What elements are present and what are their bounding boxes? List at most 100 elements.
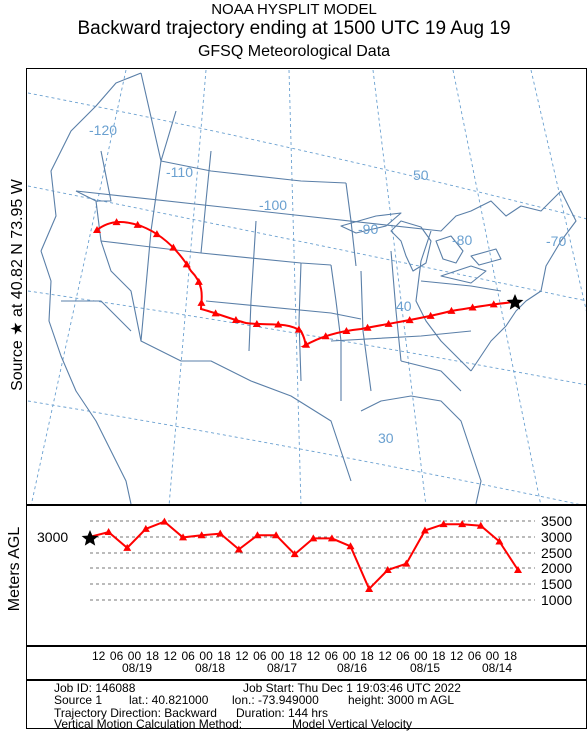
triangle-icon [321, 332, 330, 340]
hour-tick-label: 18 [217, 649, 231, 663]
triangle-icon [383, 565, 392, 573]
meteorology-title: GFSQ Meteorological Data [197, 43, 391, 60]
job-info-panel [26, 680, 587, 729]
hour-tick-label: 12 [164, 649, 178, 663]
hour-tick-label: 00 [199, 649, 213, 663]
height-panel: 3500 3000 2500 2000 1500 1000 [26, 505, 587, 646]
hour-tick-label: 18 [361, 649, 375, 663]
hour-tick-label: 00 [271, 649, 285, 663]
triangle-icon [216, 529, 225, 537]
lon-label-120: -120 [89, 122, 117, 138]
job-id: Job ID: 146088 [54, 681, 136, 695]
date-label-0815: 08/15 [410, 661, 440, 675]
trajectory-duration: Duration: 144 hrs [236, 706, 329, 720]
triangle-icon [152, 230, 161, 238]
triangle-icon [274, 320, 283, 328]
triangle-icon [439, 520, 448, 528]
hour-tick-label: 06 [325, 649, 339, 663]
triangle-icon [458, 520, 467, 528]
triangle-icon [342, 327, 351, 335]
hour-tick-label: 18 [146, 649, 160, 663]
triangle-icon [302, 340, 311, 348]
height-tick-2000: 2000 [541, 560, 572, 576]
triangle-icon [197, 298, 206, 306]
date-label-0817: 08/17 [267, 661, 297, 675]
trajectory-markers [93, 218, 498, 348]
height-gridlines [90, 520, 535, 601]
hour-tick-label: 12 [235, 649, 249, 663]
date-label-0819: 08/19 [122, 661, 152, 675]
triangle-icon [365, 584, 374, 592]
lon-label-70: -70 [546, 233, 566, 249]
job-start: Job Start: Thu Dec 1 19:03:46 UTC 2022 [243, 681, 461, 695]
triangle-icon [489, 300, 498, 308]
hour-tick-label: 06 [110, 649, 124, 663]
triangle-icon [234, 545, 243, 553]
hour-tick-label: 12 [450, 649, 464, 663]
lon-label-80: -80 [452, 232, 472, 248]
triangle-icon [426, 311, 435, 319]
triangle-icon [133, 220, 142, 228]
hour-tick-label: 18 [432, 649, 446, 663]
triangle-icon [346, 542, 355, 550]
trajectory-direction: Trajectory Direction: Backward [54, 706, 217, 720]
triangle-icon [253, 531, 262, 539]
graticule-meridians [30, 70, 586, 504]
lon-label-100: -100 [259, 197, 287, 213]
height-tick-1000: 1000 [541, 592, 572, 608]
height-tick-3500: 3500 [541, 513, 572, 529]
hour-tick-label: 18 [289, 649, 303, 663]
date-label-0818: 08/18 [195, 661, 225, 675]
triangle-icon [93, 226, 101, 233]
hour-tick-label: 06 [468, 649, 482, 663]
hour-tick-label: 12 [307, 649, 321, 663]
source-height: height: 3000 m AGL [348, 693, 455, 707]
hour-tick-label: 18 [504, 649, 518, 663]
time-axis-canvas: 12 06 00 18 12 06 00 18 12 06 00 18 12 06 00 18 12 06 00 18… [92, 649, 518, 675]
triangle-icon [211, 309, 220, 317]
triangle-icon [194, 277, 203, 285]
graticule-parallels [28, 92, 586, 504]
source-lon: lon.: -73.949000 [232, 693, 319, 707]
date-label-0814: 08/14 [482, 661, 512, 675]
height-trajectory-path [89, 520, 519, 591]
hour-tick-label: 12 [378, 649, 392, 663]
map-canvas: -120 -110 -100 -90 -80 -70 50 40 30 [28, 70, 586, 504]
triangle-icon [112, 218, 121, 226]
triangle-icon [290, 550, 299, 558]
triangle-icon [179, 533, 188, 541]
lat-label-50: 50 [413, 167, 429, 183]
triangle-icon [182, 260, 191, 268]
triangle-icon [160, 517, 169, 525]
triangle-icon [363, 323, 372, 331]
hour-tick-label: 06 [396, 649, 410, 663]
vertical-motion-value: Model Vertical Velocity [292, 717, 413, 731]
hour-tick-label: 06 [253, 649, 267, 663]
height-trajectory-markers [104, 517, 522, 592]
hour-tick-label: 00 [343, 649, 357, 663]
height-tick-3000: 3000 [541, 529, 572, 545]
triangle-icon [197, 531, 206, 539]
boundaries [40, 72, 577, 504]
source-location-label: Source ★ at 40.82 N 73.95 W [9, 179, 26, 391]
lon-label-90: -90 [358, 221, 378, 237]
triangle-icon [468, 303, 477, 311]
triangle-icon [309, 534, 318, 542]
source-star-icon [506, 294, 524, 310]
lon-label-110: -110 [166, 164, 193, 180]
hour-tick-label: 00 [128, 649, 142, 663]
triangle-icon [231, 316, 240, 324]
source-id: Source 1 [54, 693, 103, 707]
model-title: NOAA HYSPLIT MODEL [211, 1, 377, 18]
triangle-icon [327, 534, 336, 542]
map-panel: -120 -110 -100 -90 -80 -70 50 40 30 [26, 68, 587, 505]
triangle-icon [252, 319, 261, 327]
lat-label-40: 40 [396, 298, 412, 314]
triangle-icon [141, 524, 150, 532]
start-height-label: 3000 [37, 529, 69, 545]
source-lat: lat.: 40.821000 [129, 693, 209, 707]
triangle-icon [405, 316, 414, 324]
triangle-icon [104, 528, 113, 536]
triangle-icon [169, 243, 178, 251]
triangle-icon [272, 531, 281, 539]
